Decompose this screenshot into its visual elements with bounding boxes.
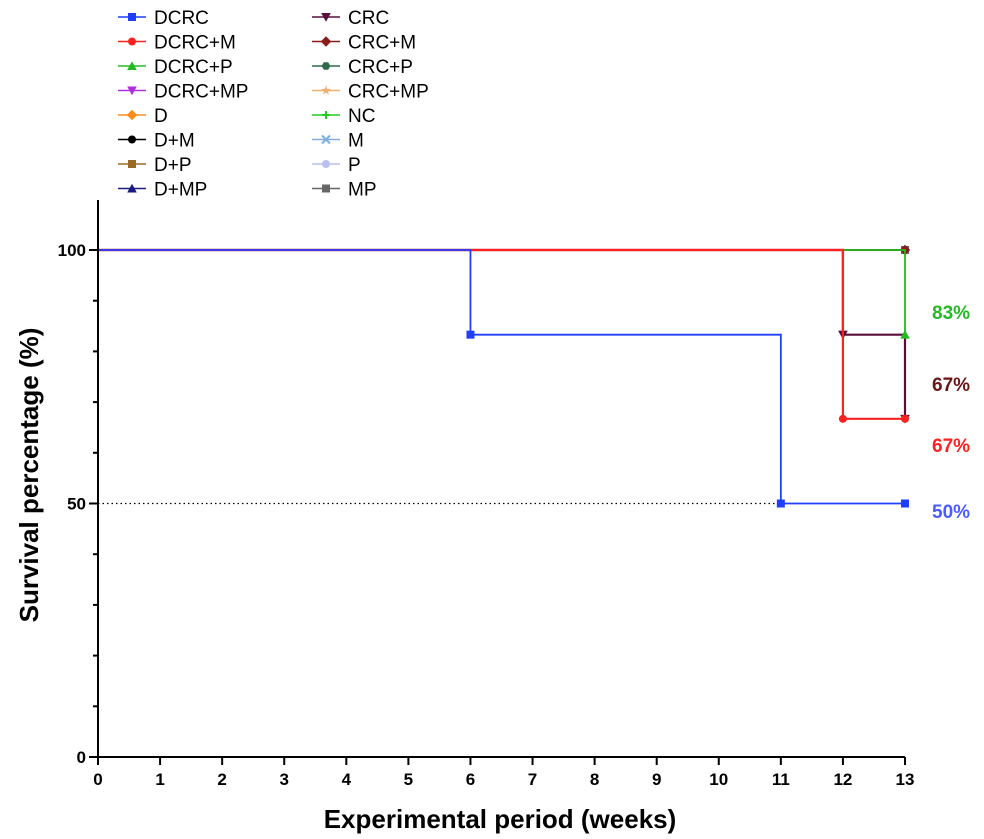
y-tick-label: 100 xyxy=(58,241,86,260)
legend-item: CRC xyxy=(312,8,389,29)
data-point xyxy=(900,329,910,339)
x-axis-title: Experimental period (weeks) xyxy=(324,804,677,834)
legend-marker xyxy=(321,13,331,22)
legend-item: P xyxy=(312,155,361,176)
legend-item: DCRC+P xyxy=(118,57,233,78)
legend-label: DCRC+MP xyxy=(154,82,248,103)
series-dcrc xyxy=(98,249,909,508)
legend-marker xyxy=(322,111,330,119)
legend-item: M xyxy=(312,131,364,152)
series-dcrc-m xyxy=(98,248,909,423)
end-label: 83% xyxy=(932,303,970,324)
legend-marker xyxy=(127,86,137,96)
legend-label: CRC xyxy=(348,8,389,29)
data-point xyxy=(901,414,909,423)
legend-item: D+MP xyxy=(118,180,207,201)
series-line xyxy=(98,249,905,505)
x-tick-label: 7 xyxy=(528,770,537,789)
legend-label: D+P xyxy=(154,155,192,176)
legend-label: NC xyxy=(348,106,375,127)
legend-item: D+M xyxy=(118,131,195,152)
legend-item: CRC+M xyxy=(312,33,416,54)
x-tick-label: 0 xyxy=(93,770,102,789)
end-label: 67% xyxy=(932,436,970,457)
x-tick-label: 5 xyxy=(404,770,413,789)
end-labels: 83% 67% 67% 50% xyxy=(932,303,970,523)
x-tick-label: 6 xyxy=(466,770,475,789)
data-point xyxy=(466,330,475,339)
legend-item: D xyxy=(118,106,168,127)
series-line xyxy=(98,249,906,335)
legend-label: D+MP xyxy=(154,180,207,201)
legend-item: DCRC xyxy=(118,8,209,29)
legend-label: P xyxy=(348,155,361,176)
legend-label: DCRC xyxy=(154,8,209,29)
legend-item: CRC+P xyxy=(312,57,413,78)
legend-marker xyxy=(128,13,136,21)
legend-marker xyxy=(128,135,136,144)
y-axis-title: Survival percentage (%) xyxy=(14,328,44,623)
series-crc xyxy=(98,248,910,424)
end-label: 50% xyxy=(932,502,970,523)
y-tick-label: 0 xyxy=(77,748,86,767)
data-point xyxy=(838,414,847,423)
legend-label: M xyxy=(348,131,364,152)
legend: DCRC DCRC+M DCRC+P DCRC+MP D D+M D+P D+MP CRC CRC… xyxy=(118,8,429,201)
legend-label: D xyxy=(154,106,168,127)
x-tick-label: 10 xyxy=(709,770,728,789)
x-tick-label: 12 xyxy=(833,770,852,789)
series-layer xyxy=(98,244,911,508)
x-tick-label: 2 xyxy=(217,770,226,789)
legend-label: MP xyxy=(348,180,377,201)
x-tick-label: 9 xyxy=(652,770,661,789)
legend-marker xyxy=(321,62,331,70)
legend-marker xyxy=(127,61,137,70)
legend-marker xyxy=(321,85,331,95)
legend-label: CRC+M xyxy=(348,33,416,54)
legend-item: MP xyxy=(312,180,377,201)
end-label: 67% xyxy=(932,375,970,396)
legend-marker xyxy=(320,36,332,47)
legend-item: DCRC+MP xyxy=(118,82,248,103)
legend-label: CRC+MP xyxy=(348,82,429,103)
y-tick-label: 50 xyxy=(67,495,86,514)
legend-item: D+P xyxy=(118,155,192,176)
legend-item: CRC+MP xyxy=(312,82,429,103)
x-tick-label: 8 xyxy=(590,770,599,789)
legend-marker xyxy=(127,183,137,193)
legend-marker xyxy=(128,37,136,46)
legend-marker xyxy=(128,160,136,168)
legend-label: DCRC+P xyxy=(154,57,233,78)
data-point xyxy=(901,499,909,508)
legend-marker xyxy=(126,109,138,121)
series-dcrc-p xyxy=(98,249,910,339)
legend-marker xyxy=(321,134,331,145)
x-tick-label: 11 xyxy=(772,770,790,789)
x-tick-label: 13 xyxy=(896,770,915,789)
legend-marker xyxy=(322,184,330,193)
legend-item: DCRC+M xyxy=(118,33,236,54)
legend-label: D+M xyxy=(154,131,195,152)
x-tick-label: 4 xyxy=(342,770,352,789)
legend-label: CRC+P xyxy=(348,57,413,78)
x-tick-label: 1 xyxy=(155,770,164,789)
data-point xyxy=(776,499,785,508)
x-tick-label: 3 xyxy=(279,770,288,789)
legend-item: NC xyxy=(312,106,375,127)
legend-marker xyxy=(322,160,330,168)
legend-label: DCRC+M xyxy=(154,33,236,54)
